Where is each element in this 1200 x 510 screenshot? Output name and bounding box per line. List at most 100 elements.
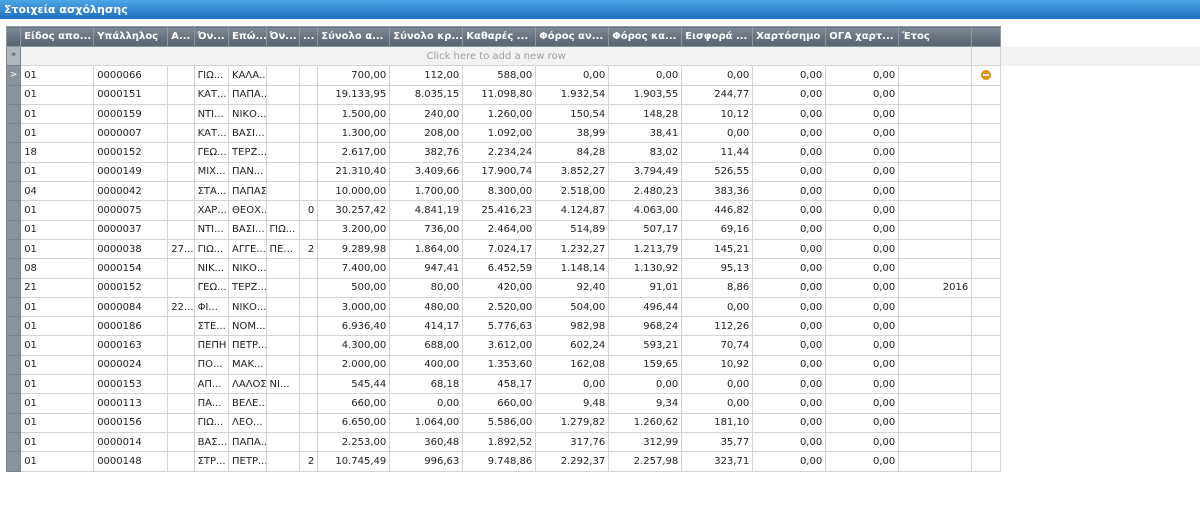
table-cell[interactable]: 1.892,52 (462, 431, 537, 453)
table-cell[interactable]: 159,65 (608, 354, 683, 376)
table-cell[interactable]: 2.480,23 (608, 181, 683, 202)
table-cell[interactable]: 0000159 (93, 103, 169, 125)
table-cell[interactable]: 9,48 (535, 393, 610, 414)
table-cell[interactable]: 660,00 (317, 393, 391, 414)
table-cell[interactable]: ΠΕΤΡ... (228, 335, 267, 356)
table-cell[interactable]: 68,18 (389, 374, 464, 395)
table-cell[interactable]: 0000149 (93, 161, 169, 183)
table-cell[interactable]: 0,00 (681, 123, 754, 144)
table-cell[interactable]: 22... (167, 296, 195, 318)
row-selector[interactable] (5, 103, 22, 125)
table-cell[interactable]: 10.000,00 (317, 181, 391, 202)
table-cell[interactable]: 0,00 (752, 316, 827, 337)
table-cell[interactable]: 10,12 (681, 103, 754, 125)
table-cell[interactable]: ΓΙΩ... (193, 412, 230, 433)
table-row[interactable]: 01 0000113 ΠΑ... ΒΕΛΕ... 660,00 0,00 660,00 9,4… (5, 393, 1200, 414)
table-cell[interactable]: 947,41 (389, 258, 464, 279)
table-row[interactable]: 04 0000042 ΣΤΑ... ΠΑΠΑΣ 10.000,00 1.700,00 8.3… (5, 181, 1200, 202)
table-cell[interactable]: 0,00 (825, 65, 900, 86)
table-cell[interactable]: 0 (298, 200, 319, 221)
table-cell[interactable]: 0,00 (681, 374, 754, 395)
table-cell[interactable]: ΧΑΡ... (193, 200, 230, 221)
table-cell[interactable]: 414,17 (389, 316, 464, 337)
table-cell[interactable]: ΦΙ... (193, 296, 230, 318)
table-cell[interactable]: 162,08 (535, 354, 610, 376)
table-cell[interactable]: 04 (20, 181, 95, 202)
table-cell[interactable]: ΒΕΛΕ... (228, 393, 267, 414)
row-selector[interactable] (5, 277, 22, 298)
table-cell[interactable]: ΝΙΚΟ... (228, 258, 267, 279)
table-cell[interactable] (898, 142, 973, 163)
table-cell[interactable] (298, 84, 319, 105)
table-cell[interactable]: 1.130,92 (608, 258, 683, 279)
column-header[interactable]: Καθαρές ... (462, 26, 537, 47)
table-cell[interactable]: 5.586,00 (462, 412, 537, 433)
table-cell[interactable]: 35,77 (681, 431, 754, 453)
row-selector[interactable] (5, 219, 22, 240)
table-cell[interactable]: 968,24 (608, 316, 683, 337)
row-selector[interactable] (5, 200, 22, 221)
new-row[interactable]: * Click here to add a new row (5, 45, 1200, 67)
table-cell[interactable] (298, 412, 319, 433)
table-cell[interactable]: 0,00 (825, 374, 900, 395)
table-cell[interactable]: 1.700,00 (389, 181, 464, 202)
table-cell[interactable] (265, 335, 301, 356)
table-cell[interactable]: 0,00 (752, 181, 827, 202)
table-cell[interactable] (265, 123, 301, 144)
table-cell[interactable]: 25.416,23 (462, 200, 537, 221)
table-cell[interactable] (898, 65, 973, 86)
table-cell[interactable]: 2.518,00 (535, 181, 610, 202)
table-cell[interactable] (265, 65, 301, 86)
table-cell[interactable]: 01 (20, 374, 95, 395)
table-cell[interactable]: 0,00 (752, 277, 827, 298)
table-cell[interactable]: 4.124,87 (535, 200, 610, 221)
table-cell[interactable]: ΠΕ... (265, 238, 301, 260)
table-cell[interactable]: ΑΠ... (193, 374, 230, 395)
table-cell[interactable]: 496,44 (608, 296, 683, 318)
column-header[interactable]: Φόρος αν... (535, 26, 610, 47)
row-selector[interactable] (5, 374, 22, 395)
table-cell[interactable]: 1.932,54 (535, 84, 610, 105)
table-cell[interactable]: 0,00 (535, 374, 610, 395)
table-cell[interactable]: 0,00 (681, 393, 754, 414)
table-cell[interactable]: 420,00 (462, 277, 537, 298)
table-cell[interactable]: ΜΑΚ... (228, 354, 267, 376)
table-cell[interactable]: 0,00 (825, 200, 900, 221)
table-cell[interactable]: ΜΙΧ... (193, 161, 230, 183)
table-cell[interactable]: 500,00 (317, 277, 391, 298)
column-header[interactable]: Χαρτόσημο (752, 26, 827, 47)
table-cell[interactable]: 0,00 (752, 296, 827, 318)
column-header[interactable]: Α... (167, 26, 195, 47)
row-selector[interactable] (5, 84, 22, 105)
column-header[interactable]: Έτος (898, 26, 973, 47)
table-cell[interactable]: 0,00 (752, 393, 827, 414)
table-cell[interactable]: 446,82 (681, 200, 754, 221)
table-cell[interactable]: 480,00 (389, 296, 464, 318)
table-cell[interactable]: 3.612,00 (462, 335, 537, 356)
table-cell[interactable]: 145,21 (681, 238, 754, 260)
row-selector[interactable] (5, 431, 22, 453)
table-cell[interactable]: 8.035,15 (389, 84, 464, 105)
table-cell[interactable]: 1.279,82 (535, 412, 610, 433)
table-cell[interactable]: 17.900,74 (462, 161, 537, 183)
table-cell[interactable] (298, 354, 319, 376)
table-cell[interactable] (898, 431, 973, 453)
table-cell[interactable]: 01 (20, 354, 95, 376)
table-cell[interactable]: 150,54 (535, 103, 610, 125)
table-cell[interactable]: 0,00 (825, 161, 900, 183)
table-cell[interactable]: 4.063,00 (608, 200, 683, 221)
column-header[interactable]: Σύνολο κρ... (389, 26, 464, 47)
row-selector[interactable] (5, 354, 22, 376)
table-cell[interactable]: 0000151 (93, 84, 169, 105)
table-cell[interactable] (265, 277, 301, 298)
table-cell[interactable]: 01 (20, 103, 95, 125)
table-cell[interactable]: 593,21 (608, 335, 683, 356)
column-header[interactable]: ΟΓΑ χαρτ... (825, 26, 900, 47)
table-cell[interactable]: 0,00 (825, 142, 900, 163)
table-cell[interactable]: 0000075 (93, 200, 169, 221)
table-cell[interactable]: ΒΑΣΙ... (228, 219, 267, 240)
table-cell[interactable]: 400,00 (389, 354, 464, 376)
table-cell[interactable]: ΠΑ... (193, 393, 230, 414)
table-cell[interactable]: ΒΑΣ... (193, 431, 230, 453)
table-cell[interactable]: 10,92 (681, 354, 754, 376)
